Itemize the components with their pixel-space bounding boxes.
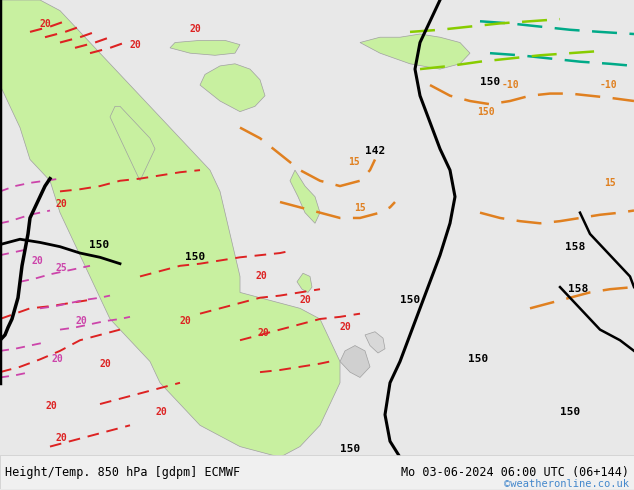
Text: 20: 20: [45, 401, 57, 412]
Text: Mo 03-06-2024 06:00 UTC (06+144): Mo 03-06-2024 06:00 UTC (06+144): [401, 466, 629, 479]
Polygon shape: [200, 64, 265, 112]
Polygon shape: [0, 0, 340, 457]
Text: 20: 20: [340, 321, 352, 332]
Text: 20: 20: [52, 353, 64, 364]
Polygon shape: [297, 273, 312, 293]
Text: 150: 150: [340, 444, 360, 454]
Text: 20: 20: [155, 407, 167, 416]
Text: 20: 20: [32, 256, 44, 266]
Text: 20: 20: [300, 295, 312, 305]
Text: 20: 20: [130, 40, 142, 50]
Polygon shape: [290, 170, 320, 223]
Text: 158: 158: [565, 242, 585, 252]
Polygon shape: [360, 34, 470, 69]
Text: 20: 20: [55, 433, 67, 443]
Bar: [0, 455, 634, 489]
Polygon shape: [110, 106, 155, 181]
Text: -10: -10: [502, 80, 520, 90]
Text: 150: 150: [185, 252, 205, 263]
Text: 150: 150: [468, 353, 488, 364]
Text: Height/Temp. 850 hPa [gdpm] ECMWF: Height/Temp. 850 hPa [gdpm] ECMWF: [5, 466, 240, 479]
Text: 150: 150: [560, 407, 580, 416]
Text: 20: 20: [190, 24, 202, 34]
Text: 20: 20: [75, 317, 87, 326]
Polygon shape: [170, 40, 240, 55]
Text: 20: 20: [255, 270, 267, 281]
Text: 150: 150: [89, 240, 109, 250]
Text: 20: 20: [55, 199, 67, 209]
Text: 15: 15: [348, 157, 359, 167]
Text: 20: 20: [100, 359, 112, 369]
Text: 142: 142: [365, 146, 385, 156]
Text: -10: -10: [600, 80, 618, 90]
Polygon shape: [365, 332, 385, 353]
Text: 15: 15: [354, 202, 366, 213]
Text: 20: 20: [180, 317, 191, 326]
Text: ©weatheronline.co.uk: ©weatheronline.co.uk: [504, 479, 629, 489]
Polygon shape: [340, 345, 370, 377]
Text: 150: 150: [480, 77, 500, 87]
Text: -20: -20: [78, 474, 96, 484]
Text: 25: 25: [55, 263, 67, 273]
Text: 150: 150: [400, 295, 420, 305]
Text: 158: 158: [568, 284, 588, 294]
Text: 150: 150: [477, 107, 495, 117]
Text: 20: 20: [258, 328, 269, 338]
Text: 20: 20: [40, 19, 52, 28]
Text: 150: 150: [575, 460, 595, 470]
Text: 15: 15: [604, 178, 616, 188]
